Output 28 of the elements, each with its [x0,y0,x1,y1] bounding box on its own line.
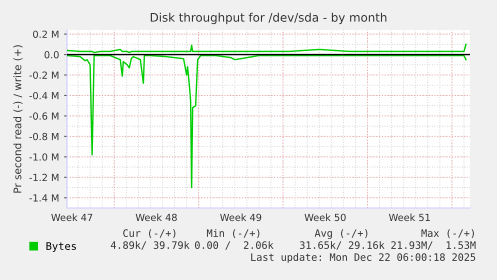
x-tick-label: Week 51 [388,214,430,222]
text: 4.89k/ 39.79k [110,241,190,250]
y-tick-label: -0.4 M [29,92,58,100]
y-tick-label: -1.4 M [29,194,58,202]
y-tick-label: -0.6 M [29,112,58,120]
y-tick-label: -1.0 M [29,153,58,161]
text: Max (-/+) [421,229,474,238]
legend-label: Bytes [46,242,76,252]
y-tick-label: -1.2 M [29,174,58,182]
text: Min (-/+) [206,229,260,238]
y-tick-label: -0.2 M [29,71,58,79]
x-tick-label: Week 49 [220,214,262,222]
y-axis-title: Pr second read (-) / write (+) [13,45,23,193]
text: Last update: Mon Dec 22 06:00:18 2025 [251,253,476,263]
text: 21.93M/ 1.53M [391,241,476,250]
x-tick-label: Week 48 [136,214,177,222]
chart-title: Disk throughput for /dev/sda - by month [150,12,386,24]
x-tick-label: Week 47 [51,214,92,222]
line-series [67,54,467,188]
text: Avg (-/+) [314,229,368,239]
text: Cur (-/+) [123,229,176,238]
y-tick-label: 0.0 [44,51,59,58]
y-tick-label: -0.8 M [29,132,58,140]
y-tick-label: 0.2 M [33,30,58,38]
x-tick-label: Week 50 [304,214,346,222]
line-series [67,44,467,54]
text: 0.00 / 2.06k [194,241,274,250]
text: 31.65k/ 29.16k [300,241,385,250]
